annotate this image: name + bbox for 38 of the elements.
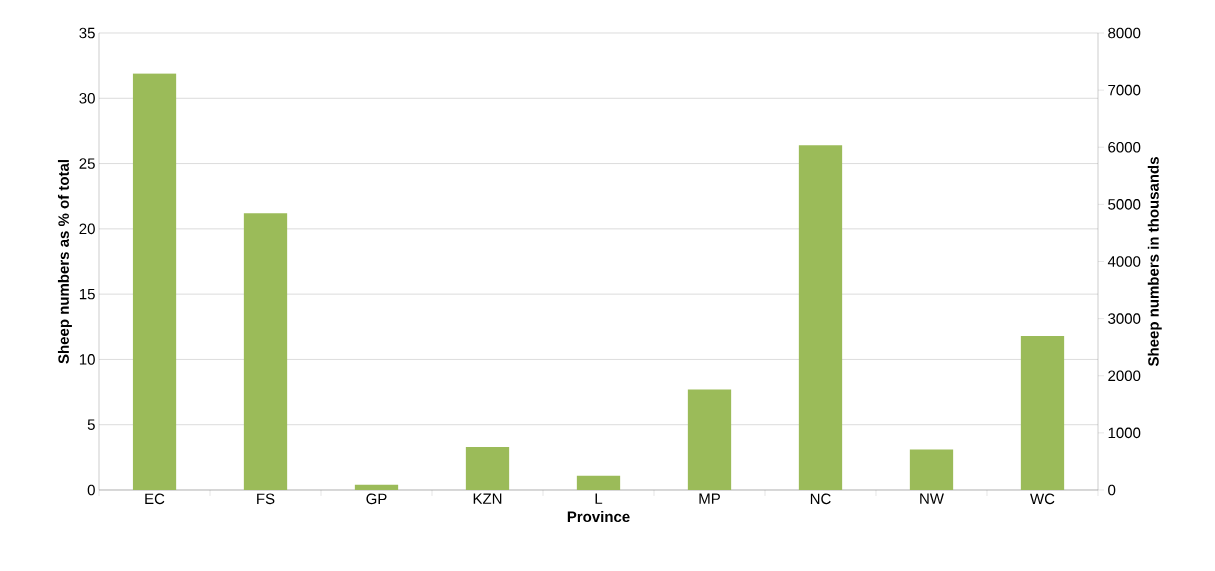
bar	[798, 145, 843, 490]
y2-tick-label: 2000	[1108, 370, 1141, 382]
y2-tick-label: 5000	[1108, 199, 1141, 210]
x-tick-label: MP	[699, 493, 720, 504]
x-tick-label: EC	[145, 493, 165, 505]
x-tick-label: L	[595, 493, 603, 504]
y2-tick-label: 3000	[1108, 313, 1141, 324]
y2-tick-label: 7000	[1108, 84, 1141, 96]
x-tick-label: NW	[920, 493, 944, 504]
y-tick-label: 25	[79, 158, 95, 169]
bar	[132, 73, 177, 490]
bar	[576, 475, 621, 490]
y2-tick-label: 4000	[1107, 256, 1141, 267]
y-tick-label: 5	[87, 419, 95, 430]
x-tick-label: KZN	[473, 493, 502, 504]
x-tick-label: GP	[366, 493, 387, 505]
x-tick-label: NC	[810, 493, 831, 505]
bar	[354, 484, 399, 490]
y2-tick-label: 8000	[1108, 27, 1141, 39]
bar	[687, 389, 732, 490]
x-axis-title: Province	[567, 511, 630, 523]
bar	[1020, 335, 1065, 490]
bar	[909, 449, 954, 490]
y2-tick-label: 6000	[1108, 141, 1141, 153]
y-tick-label: 15	[79, 288, 95, 300]
y-axis-title: Sheep numbers as % of total	[57, 160, 72, 364]
bar	[465, 446, 510, 490]
y2-tick-label: 1000	[1108, 427, 1141, 439]
y-tick-label: 0	[87, 484, 95, 496]
x-tick-label: WC	[1030, 493, 1055, 505]
bar	[243, 213, 288, 490]
y2-axis-title: Sheep numbers in thousands	[1147, 157, 1162, 367]
y2-tick-label: 0	[1108, 484, 1116, 496]
x-tick-label: FS	[257, 493, 275, 505]
y-tick-label: 20	[79, 223, 95, 235]
y-tick-label: 10	[79, 354, 95, 365]
y-tick-label: 30	[79, 92, 95, 104]
y-tick-label: 35	[79, 27, 95, 39]
